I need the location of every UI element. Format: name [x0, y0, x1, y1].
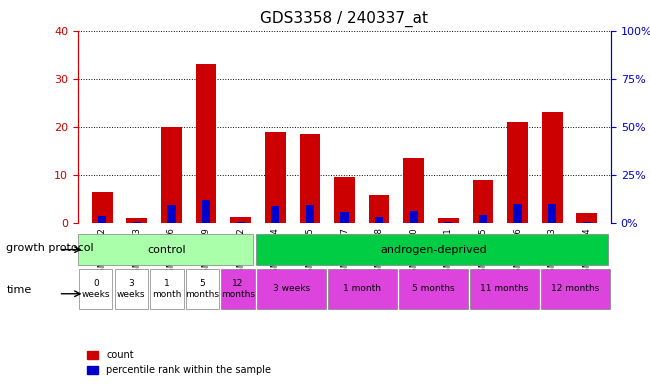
FancyBboxPatch shape	[257, 269, 326, 309]
Bar	[196, 64, 216, 223]
Text: 12 months: 12 months	[551, 285, 599, 293]
FancyBboxPatch shape	[150, 269, 183, 309]
Text: 11 months: 11 months	[480, 285, 528, 293]
Bar	[548, 204, 556, 223]
Bar	[161, 127, 182, 223]
Legend: count, percentile rank within the sample: count, percentile rank within the sample	[83, 346, 275, 379]
Bar	[410, 211, 418, 223]
Text: 12
months: 12 months	[221, 279, 255, 299]
FancyBboxPatch shape	[78, 234, 253, 265]
Bar	[369, 195, 389, 223]
FancyBboxPatch shape	[470, 269, 539, 309]
Bar	[271, 207, 280, 223]
FancyBboxPatch shape	[328, 269, 396, 309]
Bar	[507, 122, 528, 223]
Text: 1 month: 1 month	[343, 285, 382, 293]
Text: 5 months: 5 months	[412, 285, 454, 293]
Bar	[473, 180, 493, 223]
FancyBboxPatch shape	[541, 269, 610, 309]
Bar	[341, 212, 348, 223]
Text: 0
weeks: 0 weeks	[81, 279, 110, 299]
Text: androgen-deprived: androgen-deprived	[380, 245, 487, 255]
FancyBboxPatch shape	[221, 269, 255, 309]
FancyBboxPatch shape	[186, 269, 219, 309]
Bar	[306, 205, 314, 223]
FancyBboxPatch shape	[255, 234, 608, 265]
Bar	[334, 177, 355, 223]
Text: 5
months: 5 months	[185, 279, 219, 299]
FancyBboxPatch shape	[79, 269, 112, 309]
Bar	[98, 216, 107, 223]
Bar	[514, 204, 522, 223]
Bar	[404, 158, 424, 223]
Bar	[265, 131, 285, 223]
Bar	[167, 205, 176, 223]
Bar	[582, 222, 591, 223]
Bar	[230, 217, 251, 223]
Text: 3 weeks: 3 weeks	[272, 285, 310, 293]
Text: 3
weeks: 3 weeks	[117, 279, 146, 299]
Text: growth protocol: growth protocol	[6, 243, 94, 253]
Bar	[577, 213, 597, 223]
FancyBboxPatch shape	[114, 269, 148, 309]
Bar	[127, 218, 147, 223]
Bar	[542, 112, 562, 223]
Bar	[300, 134, 320, 223]
Bar	[438, 218, 459, 223]
FancyBboxPatch shape	[399, 269, 468, 309]
Bar	[133, 222, 141, 223]
Text: 1
month: 1 month	[152, 279, 181, 299]
Bar	[375, 217, 383, 223]
Bar	[92, 192, 112, 223]
Text: control: control	[148, 245, 186, 255]
Bar	[479, 215, 487, 223]
Bar	[202, 200, 210, 223]
Bar	[444, 222, 452, 223]
Bar	[237, 222, 245, 223]
Text: time: time	[6, 285, 32, 295]
Title: GDS3358 / 240337_at: GDS3358 / 240337_at	[261, 10, 428, 26]
